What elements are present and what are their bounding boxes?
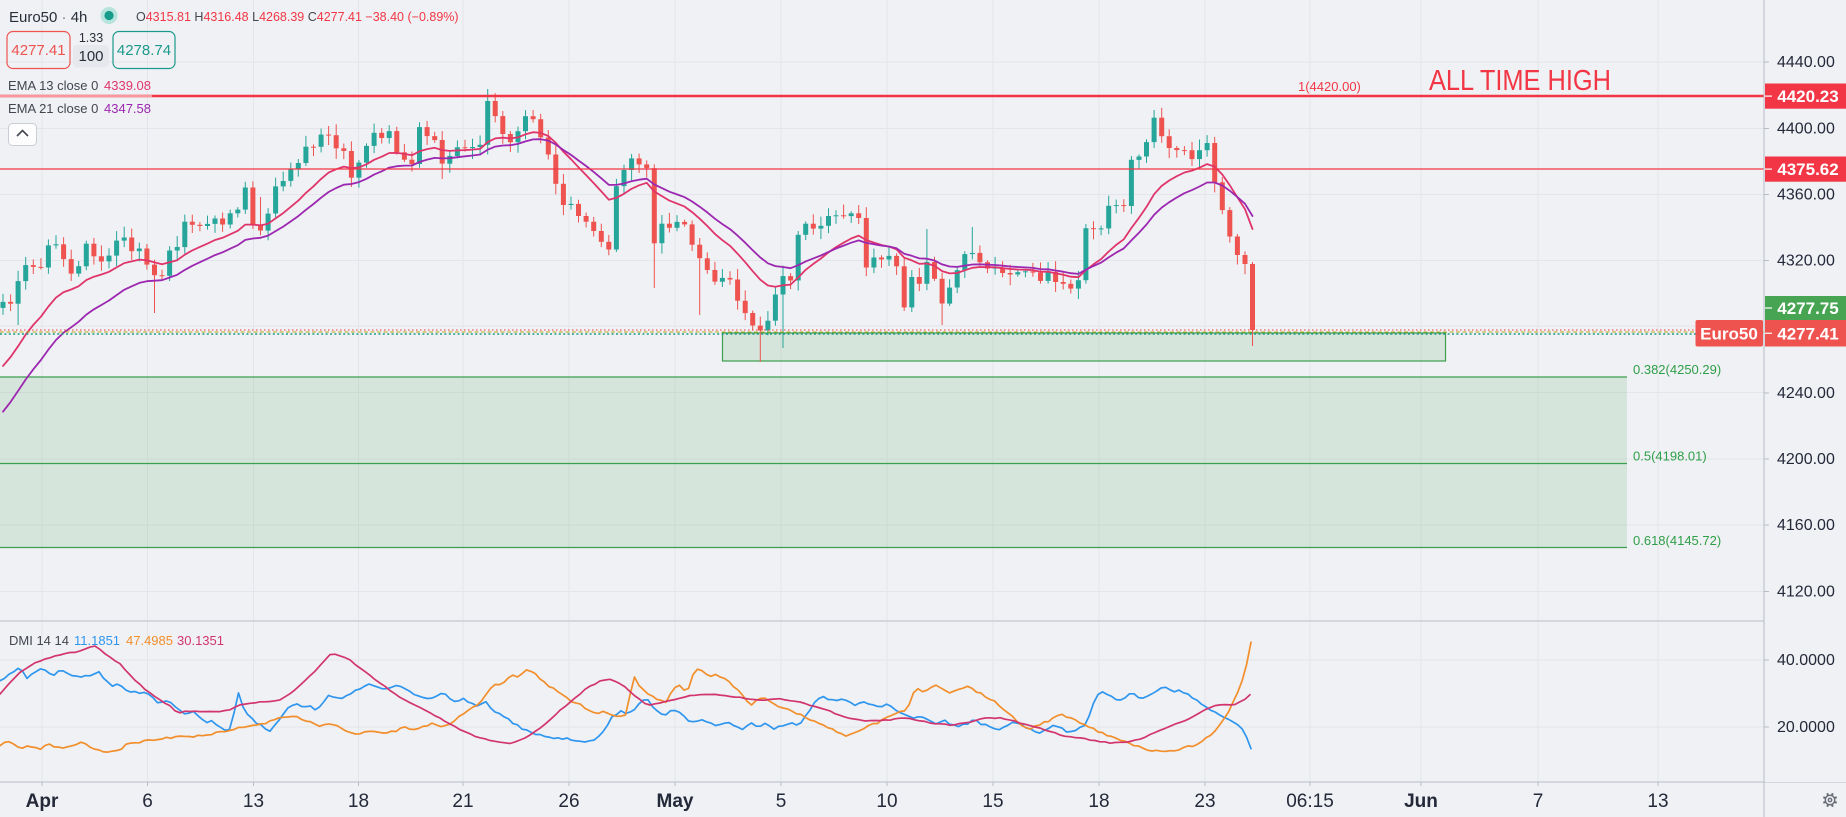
- svg-text:4440.00: 4440.00: [1777, 54, 1835, 71]
- svg-text:4375.62: 4375.62: [1777, 160, 1838, 179]
- svg-text:7: 7: [1533, 791, 1544, 812]
- svg-text:100: 100: [78, 48, 103, 65]
- svg-text:23: 23: [1194, 791, 1215, 812]
- svg-text:ALL TIME HIGH: ALL TIME HIGH: [1429, 65, 1611, 97]
- svg-text:4240.00: 4240.00: [1777, 385, 1835, 402]
- svg-text:6: 6: [142, 791, 153, 812]
- svg-text:4277.75: 4277.75: [1777, 299, 1838, 318]
- svg-text:O4315.81 H4316.48 L4268.39 C42: O4315.81 H4316.48 L4268.39 C4277.41 −38.…: [136, 10, 459, 24]
- svg-text:0.382(4250.29): 0.382(4250.29): [1633, 362, 1721, 377]
- svg-text:Euro50 · 4h: Euro50 · 4h: [9, 9, 87, 26]
- svg-text:4320.00: 4320.00: [1777, 253, 1835, 270]
- svg-text:May: May: [657, 791, 694, 812]
- svg-text:4278.74: 4278.74: [117, 42, 171, 59]
- svg-text:13: 13: [1647, 791, 1668, 812]
- svg-text:EMA 13 close 0: EMA 13 close 0: [8, 78, 98, 93]
- svg-text:0.5(4198.01): 0.5(4198.01): [1633, 449, 1707, 464]
- svg-text:4277.41: 4277.41: [11, 42, 65, 59]
- svg-text:EMA 21 close 0: EMA 21 close 0: [8, 101, 98, 116]
- svg-text:4347.58: 4347.58: [104, 101, 151, 116]
- svg-text:13: 13: [243, 791, 264, 812]
- svg-text:4420.23: 4420.23: [1777, 87, 1838, 106]
- svg-text:30.1351: 30.1351: [177, 633, 224, 648]
- svg-text:0.618(4145.72): 0.618(4145.72): [1633, 533, 1721, 548]
- svg-text:4200.00: 4200.00: [1777, 451, 1835, 468]
- svg-text:15: 15: [982, 791, 1003, 812]
- svg-text:4360.00: 4360.00: [1777, 187, 1835, 204]
- svg-text:11.1851: 11.1851: [74, 633, 120, 648]
- svg-text:18: 18: [348, 791, 369, 812]
- svg-text:4120.00: 4120.00: [1777, 584, 1835, 601]
- svg-text:20.0000: 20.0000: [1777, 719, 1835, 736]
- svg-text:Jun: Jun: [1404, 791, 1438, 812]
- svg-text:4339.08: 4339.08: [104, 78, 151, 93]
- svg-text:DMI 14 14: DMI 14 14: [9, 633, 69, 648]
- svg-text:Apr: Apr: [26, 791, 59, 812]
- svg-text:1.33: 1.33: [79, 31, 103, 45]
- svg-text:4277.41: 4277.41: [1777, 324, 1838, 343]
- svg-text:47.4985: 47.4985: [126, 633, 173, 648]
- svg-text:4400.00: 4400.00: [1777, 121, 1835, 138]
- svg-text:21: 21: [452, 791, 473, 812]
- svg-text:10: 10: [876, 791, 897, 812]
- svg-text:18: 18: [1088, 791, 1109, 812]
- svg-text:26: 26: [558, 791, 579, 812]
- svg-text:4160.00: 4160.00: [1777, 517, 1835, 534]
- svg-text:06:15: 06:15: [1286, 791, 1334, 812]
- svg-text:Euro50: Euro50: [1700, 325, 1758, 344]
- svg-text:40.0000: 40.0000: [1777, 652, 1835, 669]
- svg-text:5: 5: [776, 791, 787, 812]
- svg-text:1(4420.00): 1(4420.00): [1298, 79, 1361, 94]
